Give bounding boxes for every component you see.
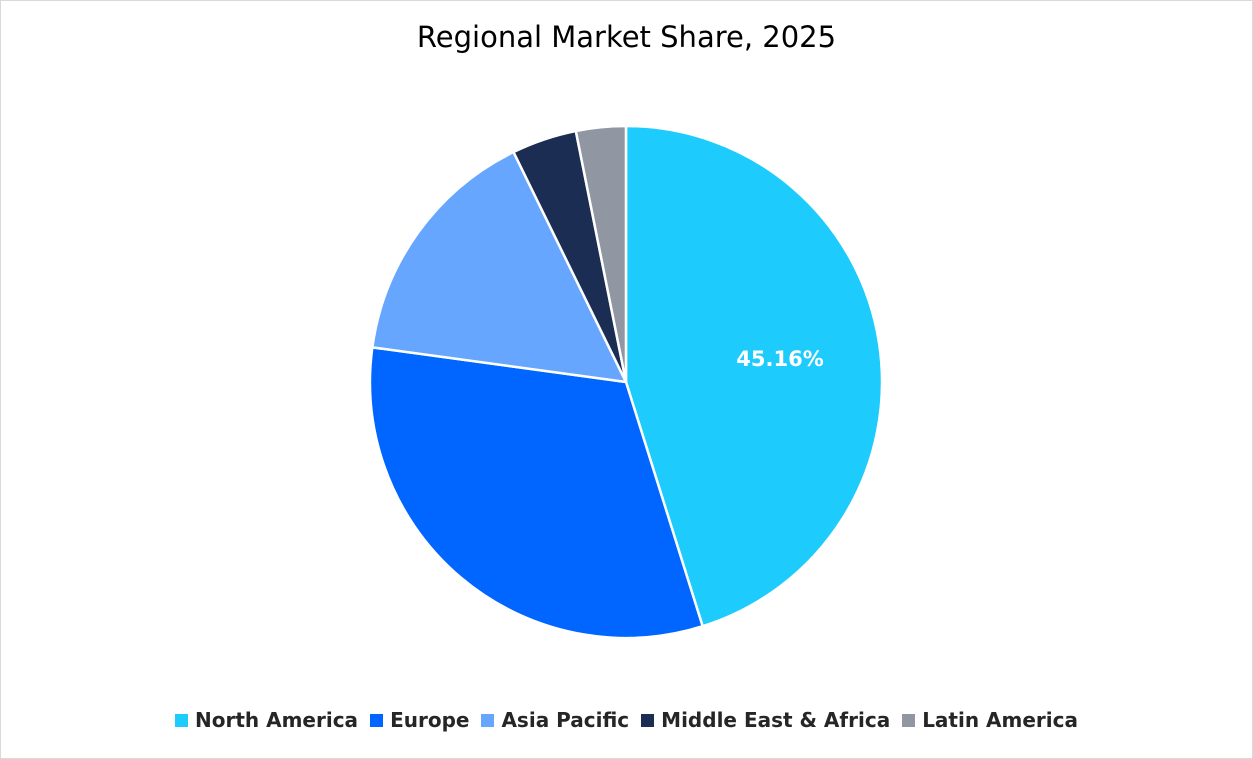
legend-swatch-latin-america [902,713,916,727]
legend-label: Asia Pacific [501,708,630,732]
chart-legend: North America Europe Asia Pacific Middle… [0,708,1253,732]
legend-label: Latin America [922,708,1078,732]
legend-swatch-asia-pacific [481,713,495,727]
legend-swatch-north-america [175,713,188,727]
legend-item-asia-pacific[interactable]: Asia Pacific [481,708,629,732]
legend-swatch-middle-east-africa [641,713,655,727]
pie-slice-asia-pacific[interactable] [371,150,628,384]
legend-item-europe[interactable]: Europe [370,708,469,732]
legend-item-north-america[interactable]: North America [175,708,358,732]
pie-slice-europe[interactable] [368,346,704,640]
pie-slices [368,124,884,640]
legend-item-latin-america[interactable]: Latin America [902,708,1078,732]
chart-title: Regional Market Share, 2025 [416,20,837,54]
legend-label: North America [195,708,359,732]
pie-slice-north-america[interactable] [624,124,884,628]
legend-label: Europe [390,708,470,732]
pie-slice-latin-america[interactable] [574,124,628,384]
legend-item-middle-east-africa[interactable]: Middle East & Africa [641,708,890,732]
legend-swatch-europe [370,713,384,727]
slice-label-north-america: 45.16% [736,347,823,371]
legend-label: Middle East & Africa [661,708,891,732]
